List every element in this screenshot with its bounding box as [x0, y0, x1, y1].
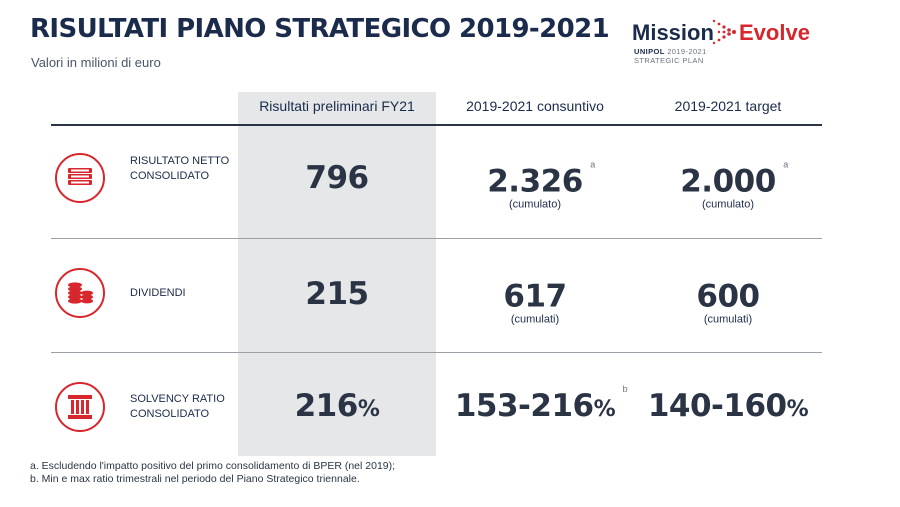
value-target-dividendi: 600 (cumulati): [696, 278, 760, 326]
column-header-consuntivo: 2019-2021 consuntivo: [466, 98, 604, 114]
column-header-fy21: Risultati preliminari FY21: [259, 98, 415, 114]
value-target-solvency: 140-160%: [647, 388, 809, 424]
value-caption: (cumulati): [510, 313, 560, 326]
logo-mission-text: Mission: [632, 20, 714, 45]
value-consuntivo-dividendi: 617 (cumulati): [503, 278, 567, 326]
value-number: 153-216: [454, 388, 594, 424]
value-unit: %: [357, 397, 380, 422]
row-divider: [51, 238, 822, 239]
value-fy21-risultato: 796: [305, 160, 369, 196]
row-divider: [51, 352, 822, 353]
value-caption: (cumulati): [703, 313, 753, 326]
value-consuntivo-risultato: 2.326 a (cumulato): [487, 160, 595, 211]
value-target-risultato: 2.000 a (cumulato): [680, 160, 788, 211]
value-consuntivo-solvency: 153-216% b: [454, 384, 628, 424]
coins-icon: [55, 268, 105, 318]
logo-plan: STRATEGIC PLAN: [634, 56, 704, 65]
value-unit: %: [786, 397, 809, 422]
logo-years: 2019-2021: [667, 47, 707, 56]
footnote-marker: b: [622, 384, 628, 394]
row-label-dividendi: DIVIDENDI: [130, 287, 186, 299]
column-icon: [55, 382, 105, 432]
column-header-target: 2019-2021 target: [674, 98, 782, 114]
value-unit: %: [593, 397, 616, 422]
value-number: 600: [696, 278, 760, 315]
logo-evolve-text: Evolve: [739, 20, 810, 45]
value-caption: (cumulato): [509, 198, 561, 211]
header-divider: [51, 124, 822, 126]
value-fy21-solvency: 216%: [295, 388, 380, 424]
row-label-risultato: RISULTATO NETTO CONSOLIDATO: [130, 155, 230, 182]
mission-evolve-logo: Mission Evolve UNIPOL 2019-2021 STRATEGI…: [632, 14, 832, 72]
value-number: 796: [305, 160, 369, 196]
footnote-marker: a: [783, 159, 788, 170]
logo-brand: UNIPOL: [634, 47, 665, 56]
logo-arrow-icon: [712, 19, 736, 45]
footnote-a: a. Escludendo l'impatto positivo del pri…: [30, 460, 396, 472]
row-label-solvency: SOLVENCY RATIO CONSOLIDATO: [130, 393, 225, 420]
value-caption: (cumulato): [702, 198, 754, 211]
logo-subtitle: UNIPOL 2019-2021 STRATEGIC PLAN: [634, 47, 707, 65]
footnotes: a. Escludendo l'impatto positivo del pri…: [30, 460, 395, 486]
page-subtitle: Valori in milioni di euro: [31, 55, 161, 70]
value-fy21-dividendi: 215: [305, 276, 369, 312]
highlight-column-background: [238, 92, 436, 456]
value-number: 2.000: [680, 163, 776, 200]
banknotes-icon: [55, 153, 105, 203]
footnote-marker: a: [590, 159, 595, 170]
value-number: 617: [503, 278, 567, 315]
value-number: 215: [305, 276, 369, 312]
footnote-b: b. Min e max ratio trimestrali nel perio…: [30, 473, 360, 485]
page-title: RISULTATI PIANO STRATEGICO 2019-2021: [30, 14, 610, 44]
value-number: 216: [294, 388, 359, 424]
value-number: 2.326: [487, 163, 583, 200]
value-number: 140-160: [647, 388, 787, 424]
